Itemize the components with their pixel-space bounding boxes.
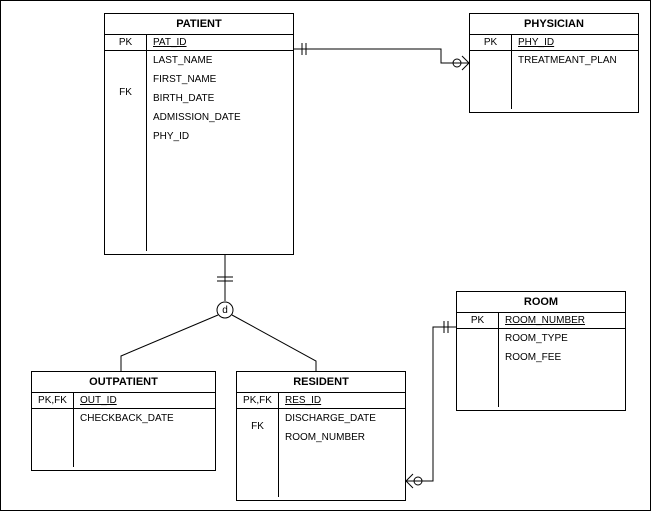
key-cell [105,75,146,83]
attr-cell: PHY_ID [147,127,293,146]
entity-body: PK,FK FKRES_IDDISCHARGE_DATEROOM_NUMBER [237,393,405,497]
attr-column: OUT_IDCHECKBACK_DATE [74,393,215,467]
disjoint-label: d [222,305,228,316]
key-column: PK [470,35,512,109]
attr-header: ROOM_NUMBER [499,313,625,329]
attr-column: RES_IDDISCHARGE_DATEROOM_NUMBER [279,393,405,497]
attr-column: PAT_IDLAST_NAMEFIRST_NAMEBIRTH_DATEADMIS… [147,35,293,251]
key-header: PK [105,35,146,51]
key-header: PK,FK [237,393,278,409]
key-header: PK,FK [32,393,73,409]
attr-header: PAT_ID [147,35,293,51]
key-cell [105,59,146,67]
key-header: PK [457,313,498,329]
attr-cell: ROOM_FEE [499,348,625,367]
entity-title: PATIENT [105,14,293,35]
key-cell [457,337,498,345]
key-cell [105,51,146,59]
key-cell: FK [237,417,278,436]
entity-physician: PHYSICIANPKPHY_IDTREATMEANT_PLAN [469,13,639,113]
key-cell [237,409,278,417]
entity-outpatient: OUTPATIENTPK,FKOUT_IDCHECKBACK_DATE [31,371,216,471]
entity-body: PKFKPAT_IDLAST_NAMEFIRST_NAMEBIRTH_DATEA… [105,35,293,251]
attr-column: PHY_IDTREATMEANT_PLAN [512,35,638,109]
entity-room: ROOMPKROOM_NUMBERROOM_TYPEROOM_FEE [456,291,626,411]
attr-cell: DISCHARGE_DATE [279,409,405,428]
entity-resident: RESIDENTPK,FK FKRES_IDDISCHARGE_DATEROOM_… [236,371,406,501]
key-header: PK [470,35,511,51]
key-cell [105,67,146,75]
entity-title: ROOM [457,292,625,313]
entity-patient: PATIENTPKFKPAT_IDLAST_NAMEFIRST_NAMEBIRT… [104,13,294,255]
entity-body: PK,FKOUT_IDCHECKBACK_DATE [32,393,215,467]
key-cell [32,409,73,417]
key-cell: FK [105,83,146,102]
attr-cell: BIRTH_DATE [147,89,293,108]
attr-header: RES_ID [279,393,405,409]
key-column: PK,FK FK [237,393,279,497]
connector-resident-room [406,327,456,481]
key-column: PK,FK [32,393,74,467]
entity-title: OUTPATIENT [32,372,215,393]
attr-cell: ROOM_TYPE [499,329,625,348]
attr-cell: LAST_NAME [147,51,293,70]
attr-cell: ADMISSION_DATE [147,108,293,127]
key-cell [470,51,511,59]
er-diagram-canvas: d PATIENTPKFKPAT_IDLAST_NAMEFIRST_NAMEBI… [0,0,651,511]
attr-cell: FIRST_NAME [147,70,293,89]
connector-disjoint-outpatient [121,315,218,371]
connector-disjoint-resident [232,315,316,371]
connector-patient-physician [294,49,469,63]
entity-title: PHYSICIAN [470,14,638,35]
key-column: PK FK [105,35,147,251]
entity-body: PKPHY_IDTREATMEANT_PLAN [470,35,638,109]
attr-cell: TREATMEANT_PLAN [512,51,638,70]
entity-body: PKROOM_NUMBERROOM_TYPEROOM_FEE [457,313,625,407]
attr-column: ROOM_NUMBERROOM_TYPEROOM_FEE [499,313,625,407]
entity-title: RESIDENT [237,372,405,393]
attr-header: PHY_ID [512,35,638,51]
attr-header: OUT_ID [74,393,215,409]
attr-cell: ROOM_NUMBER [279,428,405,447]
attr-cell: CHECKBACK_DATE [74,409,215,428]
key-column: PK [457,313,499,407]
key-cell [457,329,498,337]
